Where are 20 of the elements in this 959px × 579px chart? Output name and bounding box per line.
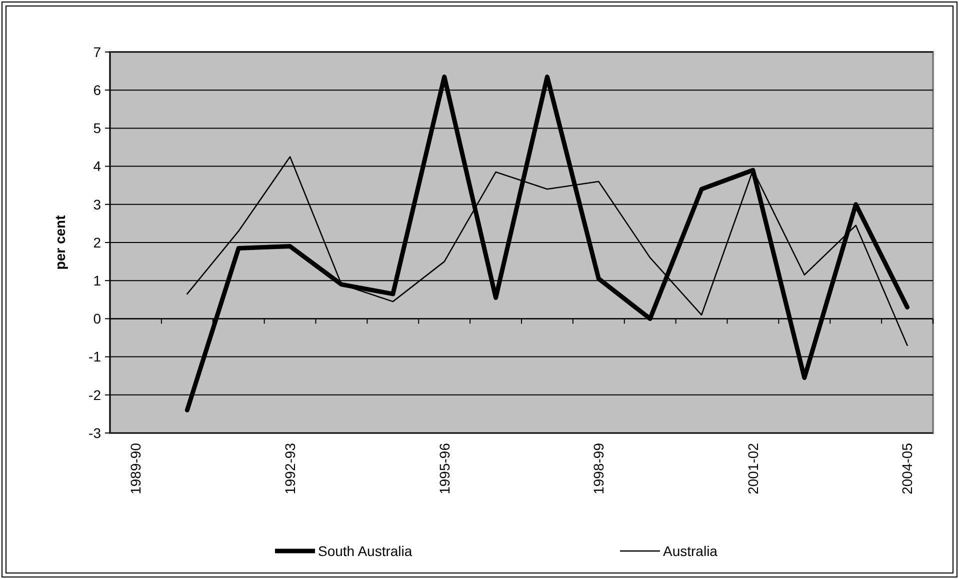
y-tick-label: 6 <box>93 82 102 98</box>
y-tick-label: 0 <box>93 310 102 327</box>
y-tick-label: -3 <box>88 424 102 441</box>
y-tick-label: 4 <box>93 158 102 174</box>
y-tick-label: 5 <box>93 120 102 136</box>
legend-label: South Australia <box>318 542 412 559</box>
y-tick-label: 1 <box>93 272 102 288</box>
x-tick-label: 1992-93 <box>282 442 298 494</box>
y-tick-label: 3 <box>93 196 102 212</box>
y-axis-title: per cent <box>52 214 68 270</box>
x-tick-label: 1998-99 <box>590 442 607 494</box>
y-tick-label: -1 <box>88 348 102 365</box>
x-tick-label: 1995-96 <box>436 442 452 494</box>
x-tick-label: 2001-02 <box>744 442 761 494</box>
y-tick-label: 2 <box>93 234 102 250</box>
x-tick-label: 2004-05 <box>899 442 916 494</box>
legend-label: Australia <box>663 542 718 559</box>
y-tick-label: -2 <box>88 386 102 403</box>
x-tick-label: 1989-90 <box>128 442 144 494</box>
y-tick-label: 7 <box>93 44 102 60</box>
